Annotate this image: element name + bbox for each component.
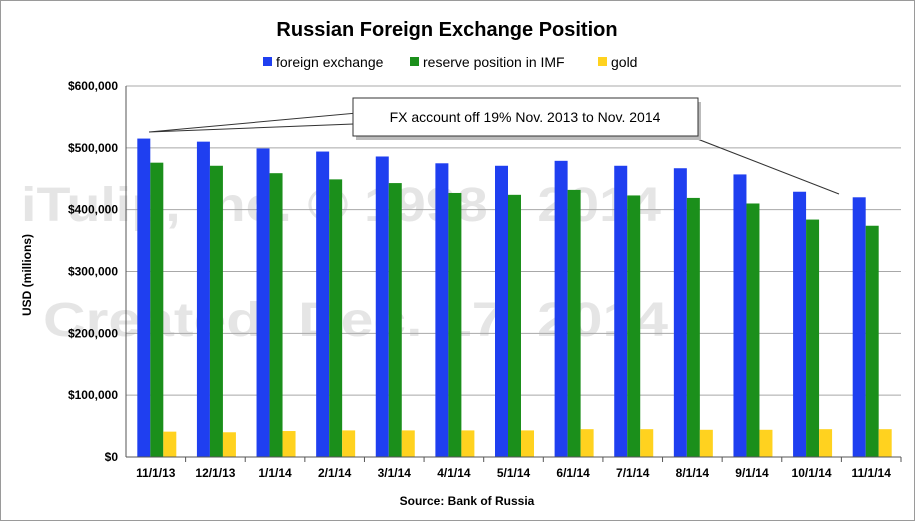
bar-foreign-exchange [256, 148, 270, 457]
bar-foreign-exchange [137, 138, 151, 457]
bar-foreign-exchange [435, 163, 449, 457]
callout: FX account off 19% Nov. 2013 to Nov. 201… [148, 97, 840, 195]
bar-reserve-position-in-imf [329, 179, 343, 457]
legend: foreign exchange reserve position in IMF… [263, 54, 637, 70]
y-tick-label: $0 [105, 450, 119, 464]
x-tick-label: 7/1/14 [616, 466, 650, 480]
y-tick-label: $600,000 [68, 79, 118, 93]
callout-box [352, 97, 699, 137]
y-tick-label: $500,000 [68, 141, 118, 155]
bar-reserve-position-in-imf [865, 225, 879, 457]
bar-gold [461, 430, 475, 457]
bar-reserve-position-in-imf [150, 162, 164, 457]
x-tick-label: 9/1/14 [735, 466, 769, 480]
legend-swatch-gold [598, 57, 607, 66]
bar-foreign-exchange [375, 156, 389, 458]
x-tick-label: 10/1/14 [792, 466, 832, 480]
bar-gold [401, 430, 415, 457]
source-note: Source: Bank of Russia [400, 494, 535, 508]
x-tick-label: 1/1/14 [258, 466, 292, 480]
y-axis-title: USD (millions) [20, 234, 34, 316]
y-tick-label: $300,000 [68, 265, 118, 279]
bar-gold [819, 429, 833, 457]
bar-gold [163, 431, 177, 457]
legend-swatch-foreign-exchange [263, 57, 272, 66]
bar-foreign-exchange [316, 151, 330, 457]
y-tick-label: $100,000 [68, 388, 118, 402]
bar-foreign-exchange [614, 165, 628, 457]
bar-foreign-exchange [196, 141, 210, 457]
bar-foreign-exchange [673, 168, 687, 457]
bar-reserve-position-in-imf [567, 189, 581, 457]
bar-foreign-exchange [733, 174, 747, 457]
axis-layer: $0 $100,000 $200,000 $300,000 $400,000 $500,0… [68, 79, 902, 480]
bar-gold [878, 429, 892, 457]
bar-gold [640, 429, 654, 457]
callout-pointer-left [148, 110, 380, 133]
x-tick-label: 2/1/14 [318, 466, 352, 480]
bar-foreign-exchange [852, 197, 866, 458]
bar-gold [282, 431, 296, 457]
bar-foreign-exchange [495, 165, 508, 457]
bar-reserve-position-in-imf [806, 219, 820, 457]
x-tick-label: 11/1/14 [852, 466, 892, 480]
bar-reserve-position-in-imf [508, 194, 521, 457]
bar-reserve-position-in-imf [627, 195, 641, 457]
bar-reserve-position-in-imf [388, 183, 402, 457]
bar-foreign-exchange [554, 160, 568, 457]
bar-gold [521, 430, 534, 457]
legend-label-gold: gold [611, 54, 637, 70]
bar-foreign-exchange [793, 191, 807, 458]
legend-swatch-reserve-position [410, 57, 419, 66]
bar-layer [137, 138, 892, 458]
y-tick-label: $200,000 [68, 326, 118, 340]
x-tick-label: 11/1/13 [136, 466, 176, 480]
bar-reserve-position-in-imf [209, 165, 223, 457]
x-tick-label: 3/1/14 [378, 466, 412, 480]
bar-reserve-position-in-imf [448, 192, 462, 457]
legend-label-foreign-exchange: foreign exchange [276, 54, 384, 70]
bar-reserve-position-in-imf [269, 173, 283, 457]
bar-reserve-position-in-imf [686, 197, 700, 457]
x-tick-label: 4/1/14 [437, 466, 471, 480]
bar-reserve-position-in-imf [746, 203, 760, 457]
callout-text: FX account off 19% Nov. 2013 to Nov. 201… [390, 109, 661, 125]
x-tick-label: 8/1/14 [676, 466, 710, 480]
x-tick-label: 5/1/14 [497, 466, 531, 480]
bar-gold [222, 432, 236, 457]
chart-title: Russian Foreign Exchange Position [276, 19, 617, 41]
bar-gold [580, 429, 594, 457]
legend-label-reserve-position: reserve position in IMF [423, 54, 565, 70]
y-tick-label: $400,000 [68, 203, 118, 217]
bar-gold [699, 429, 713, 457]
x-tick-label: 12/1/13 [195, 466, 235, 480]
x-tick-label: 6/1/14 [556, 466, 590, 480]
bar-gold [342, 430, 356, 457]
bar-gold [759, 429, 773, 457]
